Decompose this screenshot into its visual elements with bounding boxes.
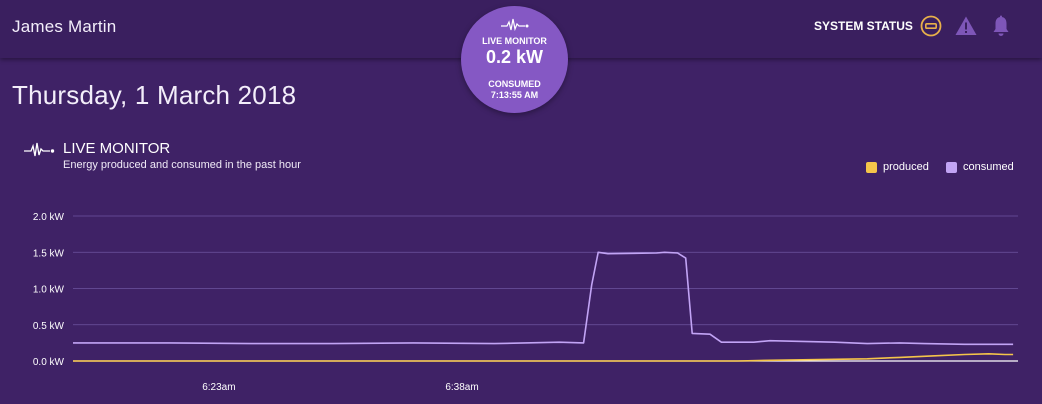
bubble-consumed-label: CONSUMED [488, 79, 541, 89]
series-line-consumed [73, 251, 1014, 346]
legend-consumed-swatch [946, 161, 957, 173]
bell-icon[interactable] [989, 14, 1013, 38]
legend-produced-swatch [866, 161, 877, 173]
bubble-label: LIVE MONITOR [482, 36, 547, 46]
minus-circle-icon[interactable] [919, 14, 943, 38]
legend-consumed-label: consumed [963, 161, 1014, 173]
legend-consumed[interactable]: consumed [946, 160, 1014, 174]
pulse-icon [24, 142, 55, 157]
chart-svg: 2.0 kW 1.5 kW 1.0 kW 0.5 kW 0.0 kW 6:23am 6:38… [33, 212, 1018, 393]
bubble-time: 7:13:55 AM [490, 90, 539, 100]
y-tick-label: 0.0 kW [33, 357, 65, 368]
live-monitor-bubble[interactable]: LIVE MONITOR 0.2 kW CONSUMED 7:13:55 AM [461, 6, 568, 113]
legend-produced-label: produced [883, 161, 929, 173]
live-monitor-chart: 2.0 kW 1.5 kW 1.0 kW 0.5 kW 0.0 kW 6:23am 6:38… [0, 200, 1042, 404]
y-tick-label: 2.0 kW [33, 212, 65, 223]
user-name[interactable]: James Martin [12, 17, 117, 36]
x-tick-label: 6:23am [202, 382, 235, 393]
y-tick-label: 0.5 kW [33, 321, 65, 332]
legend-produced[interactable]: produced [866, 160, 929, 174]
date-heading: Thursday, 1 March 2018 [12, 80, 297, 110]
warning-icon[interactable] [954, 14, 978, 38]
x-tick-label: 6:38am [445, 382, 478, 393]
system-status-label[interactable]: SYSTEM STATUS [814, 19, 913, 33]
y-tick-label: 1.5 kW [33, 248, 65, 259]
series-line-produced [73, 353, 1014, 362]
section-title: LIVE MONITOR [63, 140, 171, 157]
pulse-icon [501, 18, 529, 32]
y-tick-label: 1.0 kW [33, 285, 65, 296]
section-subtitle: Energy produced and consumed in the past… [63, 159, 301, 171]
bubble-value: 0.2 kW [485, 47, 544, 67]
